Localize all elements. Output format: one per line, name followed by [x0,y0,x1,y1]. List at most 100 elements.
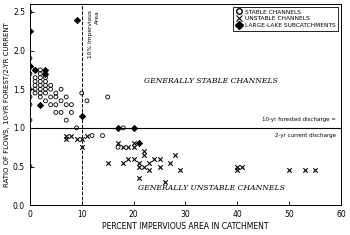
Point [37,95,43,99]
Point [120,145,126,149]
Legend: STABLE CHANNELS, UNSTABLE CHANNELS, LARGE-LAKE SUBCATCHMENTS: STABLE CHANNELS, UNSTABLE CHANNELS, LARG… [233,7,338,31]
Point [120,126,126,130]
Point [27,29,33,33]
Point [131,126,136,130]
Point [27,64,33,68]
Point [48,95,54,99]
Point [79,91,85,95]
Point [63,134,69,137]
Point [32,76,38,79]
Point [131,157,136,161]
Point [177,168,183,172]
Point [27,118,33,122]
Point [131,145,136,149]
Point [32,68,38,72]
Point [32,91,38,95]
Point [37,103,43,106]
Point [37,76,43,79]
Point [58,87,64,91]
Point [105,95,111,99]
Point [58,99,64,103]
Point [79,114,85,118]
Point [240,165,245,168]
Point [136,141,142,145]
Point [43,76,48,79]
Point [115,141,121,145]
Point [74,126,79,130]
Point [37,91,43,95]
Point [48,87,54,91]
Point [43,68,48,72]
Point [136,161,142,164]
Point [157,165,162,168]
Point [286,168,292,172]
Point [141,165,147,168]
Point [37,83,43,87]
Point [312,168,318,172]
Point [69,110,74,114]
Point [37,68,43,72]
Point [27,103,33,106]
Point [79,145,85,149]
Point [43,87,48,91]
Point [69,134,74,137]
Point [234,165,240,168]
Point [115,126,121,130]
Point [27,56,33,60]
Point [89,134,95,137]
Text: 10-yr forested discharge =: 10-yr forested discharge = [262,118,336,122]
Point [141,153,147,157]
Point [63,118,69,122]
Point [43,91,48,95]
X-axis label: PERCENT IMPERVIOUS AREA IN CATCHMENT: PERCENT IMPERVIOUS AREA IN CATCHMENT [102,222,269,231]
Point [43,72,48,76]
Point [32,68,38,72]
Point [126,145,131,149]
Point [79,138,85,141]
Point [157,157,162,161]
Text: Area: Area [95,10,100,24]
Point [27,95,33,99]
Point [32,80,38,83]
Point [100,134,105,137]
Point [126,157,131,161]
Point [136,165,142,168]
Point [63,103,69,106]
Point [152,157,157,161]
Point [146,161,152,164]
Point [302,168,307,172]
Point [234,168,240,172]
Point [141,149,147,153]
Y-axis label: RATIO OF FLOWS, 10-YR FOREST/2-YR CURRENT: RATIO OF FLOWS, 10-YR FOREST/2-YR CURREN… [4,22,10,187]
Text: 2-yr current discharge: 2-yr current discharge [275,133,336,138]
Point [172,153,178,157]
Point [27,165,33,168]
Point [115,145,121,149]
Point [69,103,74,106]
Point [84,134,90,137]
Point [43,99,48,103]
Point [27,10,33,14]
Point [58,110,64,114]
Point [53,103,59,106]
Text: GENERALLY UNSTABLE CHANNELS: GENERALLY UNSTABLE CHANNELS [138,184,285,192]
Point [120,161,126,164]
Point [167,161,173,164]
Point [84,99,90,103]
Point [48,103,54,106]
Point [63,95,69,99]
Point [37,87,43,91]
Point [74,18,79,22]
Point [32,87,38,91]
Point [146,168,152,172]
Point [43,83,48,87]
Text: GENERALLY STABLE CHANNELS: GENERALLY STABLE CHANNELS [145,78,278,86]
Point [32,83,38,87]
Point [131,141,136,145]
Point [53,91,59,95]
Point [37,72,43,76]
Point [27,87,33,91]
Point [162,180,168,184]
Point [53,95,59,99]
Point [48,83,54,87]
